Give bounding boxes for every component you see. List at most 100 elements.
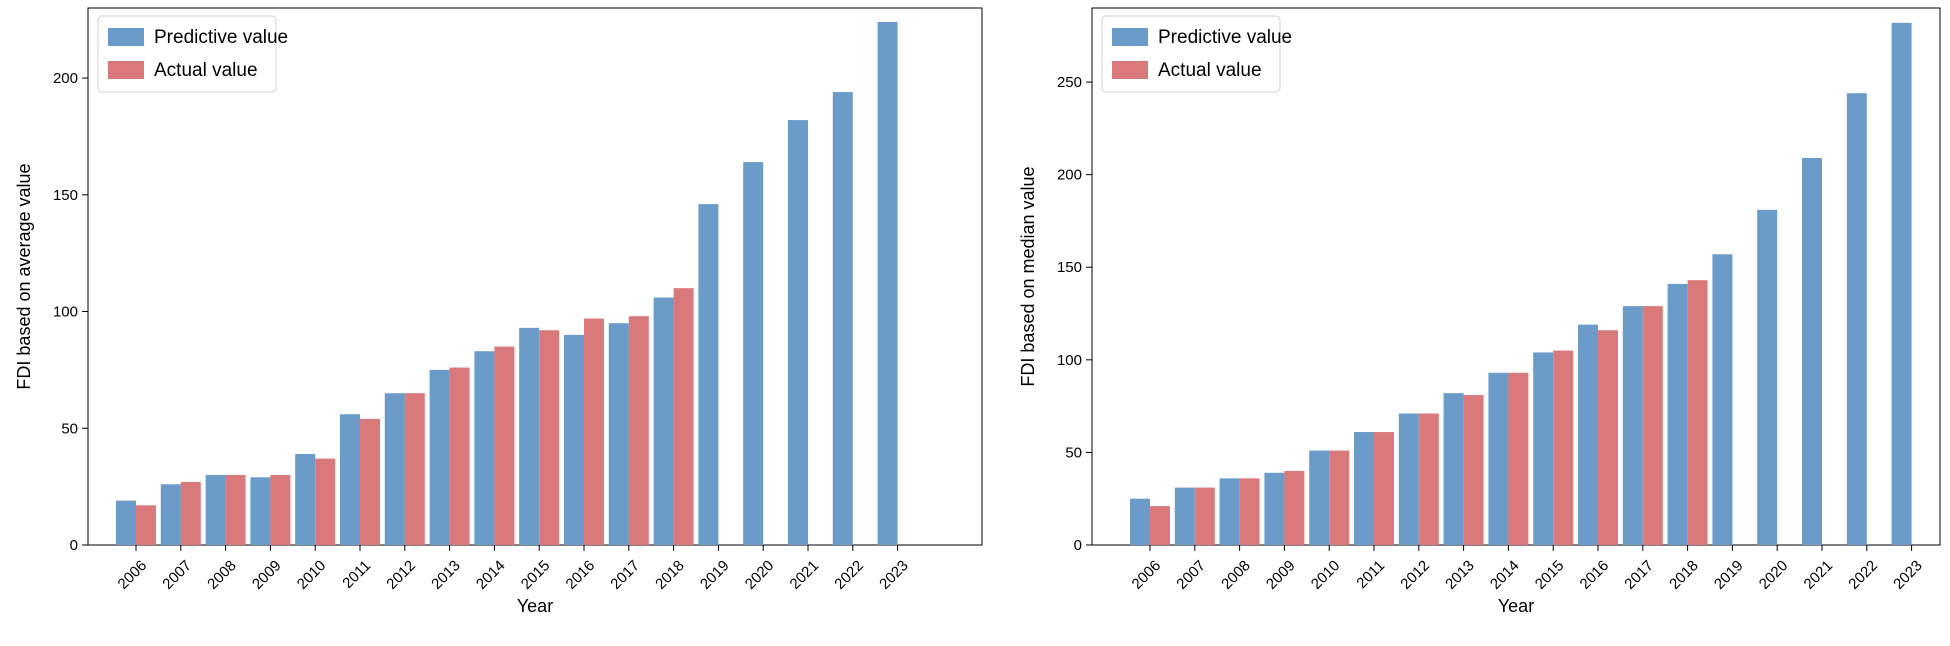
y-tick-label: 150 (53, 187, 78, 204)
bar-predictive (1578, 324, 1598, 545)
bar-actual (1687, 280, 1708, 545)
bar-predictive (1130, 498, 1150, 545)
bar-predictive (1443, 393, 1464, 545)
x-tick-label: 2019 (1711, 557, 1747, 593)
y-tick-label: 50 (1065, 444, 1082, 461)
chart-fdi-average: 0 50 100 150 200 2006 2007 2008 2009 2010 2011 2012… (14, 7, 983, 616)
bar-predictive (250, 477, 271, 545)
bar-actual (539, 330, 560, 545)
x-tick-label: 2013 (428, 557, 464, 593)
bar-predictive (1667, 283, 1688, 545)
x-tick-label: 2014 (1487, 557, 1523, 593)
bar-actual (584, 318, 604, 545)
y-tick-label: 250 (1057, 74, 1082, 91)
y-tick-label: 150 (1057, 259, 1082, 276)
x-tick-label: 2010 (294, 557, 330, 593)
bar-actual (1239, 478, 1260, 545)
bar-actual (1508, 372, 1529, 545)
bar-actual (1150, 506, 1170, 545)
y-tick-label: 200 (1057, 167, 1082, 184)
legend-swatch (1112, 28, 1148, 46)
x-tick-label: 2015 (518, 557, 554, 593)
bar-predictive (564, 334, 584, 545)
x-tick-label: 2021 (1801, 557, 1837, 593)
legend-label: Predictive value (154, 27, 288, 48)
x-tick-label: 2018 (1666, 557, 1702, 593)
x-tick-label: 2017 (1621, 557, 1657, 593)
x-tick-label: 2016 (1577, 557, 1613, 593)
x-axis-label: Year (517, 596, 553, 616)
bar-actual (449, 367, 470, 545)
x-tick-label: 2018 (652, 557, 688, 593)
y-tick-label: 0 (1074, 537, 1082, 554)
bar-predictive (1533, 352, 1554, 545)
bar-predictive (1354, 432, 1374, 545)
x-tick-label: 2012 (383, 557, 419, 593)
x-tick-label: 2023 (1890, 557, 1926, 593)
bar-actual (180, 481, 201, 545)
y-axis-label: FDI based on median value (1018, 166, 1038, 386)
bar-predictive (1846, 93, 1867, 545)
bar-actual (673, 288, 694, 545)
bar-actual (1418, 413, 1439, 545)
x-tick-label: 2012 (1397, 557, 1433, 593)
bar-actual (270, 474, 291, 545)
bar-actual (1284, 470, 1305, 545)
bar-predictive (429, 369, 450, 545)
bar-predictive (384, 393, 405, 545)
bar-actual (1194, 487, 1215, 545)
bar-actual (1598, 330, 1618, 545)
bar-actual (1329, 450, 1350, 545)
y-tick-label: 200 (53, 70, 78, 87)
x-tick-label: 2009 (1263, 557, 1299, 593)
bar-actual (1374, 432, 1394, 545)
x-tick-label: 2008 (1218, 557, 1254, 593)
y-axis-label: FDI based on average value (14, 163, 34, 389)
bar-actual (628, 316, 649, 545)
bar-predictive (519, 327, 540, 545)
x-tick-label: 2009 (249, 557, 285, 593)
x-tick-label: 2022 (1845, 557, 1881, 593)
bar-predictive (832, 92, 853, 545)
bar-predictive (1802, 157, 1822, 545)
legend-label: Actual value (1158, 60, 1262, 81)
bar-predictive (1174, 487, 1195, 545)
x-tick-label: 2023 (876, 557, 912, 593)
legend-swatch (1112, 61, 1148, 79)
bar-predictive (1398, 413, 1419, 545)
bar-actual (225, 474, 246, 545)
bar-predictive (1488, 372, 1509, 545)
bar-actual (315, 458, 336, 545)
bar-predictive (743, 162, 764, 546)
x-tick-label: 2020 (1756, 557, 1792, 593)
bar-predictive (1622, 306, 1643, 545)
legend-label: Actual value (154, 60, 258, 81)
bar-predictive (340, 414, 360, 545)
y-tick-label: 0 (70, 537, 78, 554)
bar-predictive (205, 474, 226, 545)
bar-predictive (116, 500, 136, 545)
x-axis-label: Year (1498, 596, 1534, 616)
x-tick-label: 2007 (1173, 557, 1209, 593)
x-tick-label: 2008 (204, 557, 240, 593)
x-tick-label: 2006 (1129, 557, 1165, 593)
x-tick-label: 2007 (159, 557, 195, 593)
x-tick-label: 2015 (1532, 557, 1568, 593)
x-tick-label: 2022 (831, 557, 867, 593)
bar-predictive (608, 323, 629, 545)
legend-swatch (108, 61, 144, 79)
y-tick-label: 100 (53, 304, 78, 321)
bar-predictive (1712, 254, 1733, 546)
bar-predictive (788, 120, 808, 545)
y-tick-label: 50 (61, 420, 78, 437)
bar-actual (136, 505, 156, 545)
bar-predictive (474, 351, 495, 545)
bar-predictive (1219, 478, 1240, 545)
x-tick-label: 2020 (742, 557, 778, 593)
bar-actual (1642, 306, 1663, 545)
bar-predictive (1891, 22, 1912, 546)
x-tick-label: 2016 (563, 557, 599, 593)
bar-actual (494, 346, 515, 545)
x-tick-label: 2011 (1353, 557, 1388, 592)
